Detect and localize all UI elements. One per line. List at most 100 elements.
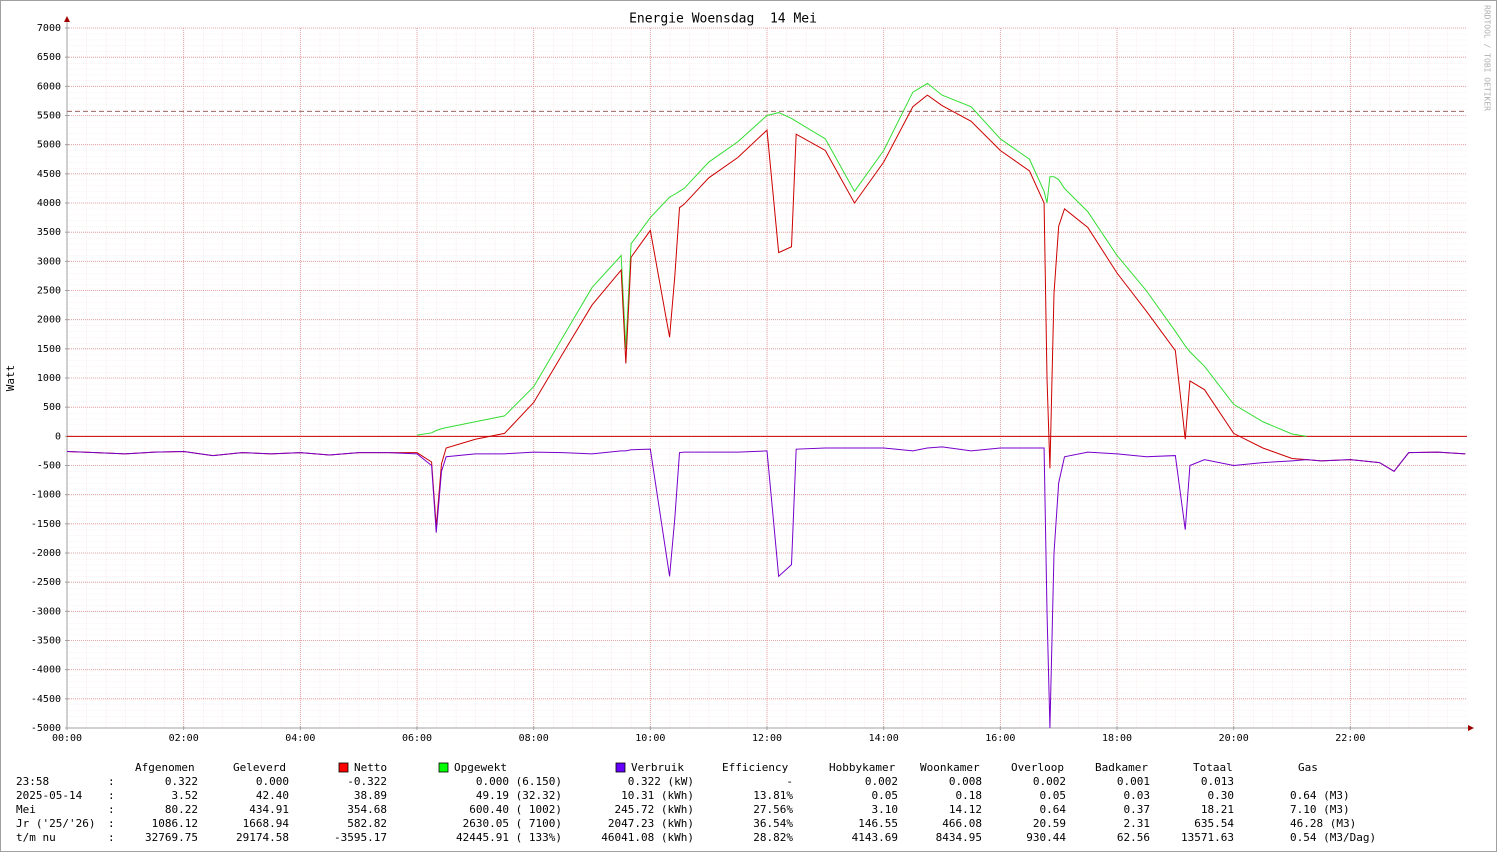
x-tick-label: 10:00 xyxy=(635,733,665,744)
y-tick-label: -4500 xyxy=(31,694,61,705)
table-cell: 46041.08 (kWh) xyxy=(601,831,694,844)
table-cell: 582.82 xyxy=(347,817,387,830)
watermark: RRDTOOL / TOBI OETIKER xyxy=(1483,5,1492,111)
table-cell: 245.72 (kWh) xyxy=(615,803,694,816)
legend-label: Opgewekt xyxy=(454,761,507,774)
y-tick-label: 0 xyxy=(55,431,61,442)
table-cell: Mei xyxy=(16,803,36,816)
table-cell: 2047.23 (kWh) xyxy=(608,817,694,830)
table-cell: 3.10 xyxy=(872,803,899,816)
table-cell: 0.322 (kW) xyxy=(628,775,694,788)
y-axis-label: Watt xyxy=(4,365,17,392)
table-cell: 0.30 xyxy=(1208,789,1235,802)
table-cell: 1086.12 xyxy=(152,817,198,830)
legend-label: Netto xyxy=(354,761,387,774)
x-tick-label: 14:00 xyxy=(869,733,899,744)
table-cell: 0.54 (M3/Dag) xyxy=(1290,831,1376,844)
chart-title: Energie Woensdag 14 Mei xyxy=(629,12,817,27)
table-cell: 3.52 xyxy=(172,789,199,802)
y-tick-label: 3500 xyxy=(37,227,61,238)
x-tick-label: 12:00 xyxy=(752,733,782,744)
table-header: Gas xyxy=(1298,761,1318,774)
table-cell: Jr ('25/'26) xyxy=(16,817,95,830)
table-header: Hobbykamer xyxy=(829,761,896,774)
table-cell: 0.03 xyxy=(1124,789,1151,802)
y-tick-label: -1000 xyxy=(31,490,61,501)
table-cell: 49.19 (32.32) xyxy=(476,789,562,802)
y-tick-label: 5000 xyxy=(37,140,61,151)
y-tick-label: -2500 xyxy=(31,577,61,588)
x-axis-arrow xyxy=(1468,725,1474,731)
table-header: Woonkamer xyxy=(920,761,980,774)
x-tick-label: 02:00 xyxy=(169,733,199,744)
table-cell: : xyxy=(108,803,115,816)
table-cell: 20.59 xyxy=(1033,817,1066,830)
y-tick-label: 4500 xyxy=(37,169,61,180)
table-header: Efficiency xyxy=(722,761,789,774)
table-cell: 36.54% xyxy=(753,817,793,830)
legend-label: Verbruik xyxy=(631,761,684,774)
table-cell: 14.12 xyxy=(949,803,982,816)
y-tick-label: -4000 xyxy=(31,665,61,676)
y-axis-arrow xyxy=(64,16,70,22)
x-tick-label: 16:00 xyxy=(985,733,1015,744)
table-cell: 1668.94 xyxy=(243,817,290,830)
y-tick-label: 3000 xyxy=(37,256,61,267)
x-tick-label: 06:00 xyxy=(402,733,432,744)
table-cell: 0.05 xyxy=(1040,789,1067,802)
y-tick-label: -3500 xyxy=(31,636,61,647)
y-tick-label: 6500 xyxy=(37,52,61,63)
table-cell: 146.55 xyxy=(858,817,898,830)
x-tick-label: 22:00 xyxy=(1335,733,1365,744)
y-tick-label: 1000 xyxy=(37,373,61,384)
table-header: Badkamer xyxy=(1095,761,1148,774)
table-cell: 10.31 (kWh) xyxy=(621,789,694,802)
y-tick-label: -3000 xyxy=(31,606,61,617)
y-tick-label: -1500 xyxy=(31,519,61,530)
table-cell: 8434.95 xyxy=(936,831,982,844)
table-cell: 28.82% xyxy=(753,831,793,844)
legend-swatch xyxy=(615,762,626,773)
table-cell: 354.68 xyxy=(347,803,387,816)
y-tick-label: 500 xyxy=(43,402,61,413)
x-tick-label: 20:00 xyxy=(1219,733,1249,744)
table-cell: 600.40 ( 1002) xyxy=(469,803,562,816)
table-cell: : xyxy=(108,775,115,788)
table-cell: 0.002 xyxy=(865,775,898,788)
table-cell: 62.56 xyxy=(1117,831,1150,844)
table-cell: 46.28 (M3) xyxy=(1290,817,1356,830)
table-cell: 2025-05-14 xyxy=(16,789,83,802)
table-cell: 29174.58 xyxy=(236,831,289,844)
x-tick-label: 18:00 xyxy=(1102,733,1132,744)
table-cell: 38.89 xyxy=(354,789,387,802)
table-cell: -3595.17 xyxy=(334,831,387,844)
y-tick-label: 7000 xyxy=(37,23,61,34)
table-cell: 466.08 xyxy=(942,817,982,830)
y-tick-label: -500 xyxy=(37,461,61,472)
table-cell: 13.81% xyxy=(753,789,793,802)
legend-swatch xyxy=(438,762,449,773)
table-cell: 0.001 xyxy=(1117,775,1150,788)
table-cell: 0.002 xyxy=(1033,775,1066,788)
table-cell: 42445.91 ( 133%) xyxy=(456,831,562,844)
x-tick-label: 00:00 xyxy=(52,733,82,744)
table-cell: 0.013 xyxy=(1201,775,1234,788)
table-cell: 0.64 (M3) xyxy=(1290,789,1350,802)
series-line xyxy=(416,82,1307,437)
table-cell: 0.000 (6.150) xyxy=(476,775,562,788)
y-tick-label: 4000 xyxy=(37,198,61,209)
table-cell: 23:58 xyxy=(16,775,49,788)
table-cell: - xyxy=(786,775,793,788)
table-cell: 18.21 xyxy=(1201,803,1234,816)
table-cell: 0.18 xyxy=(956,789,983,802)
table-cell: 7.10 (M3) xyxy=(1290,803,1350,816)
table-cell: 635.54 xyxy=(1194,817,1234,830)
table-cell: 930.44 xyxy=(1026,831,1066,844)
table-cell: 2630.05 ( 7100) xyxy=(463,817,562,830)
table-cell: 32769.75 xyxy=(145,831,198,844)
table-cell: 2.31 xyxy=(1124,817,1151,830)
y-tick-label: 1500 xyxy=(37,344,61,355)
table-cell: 434.91 xyxy=(249,803,289,816)
table-cell: 0.008 xyxy=(949,775,982,788)
